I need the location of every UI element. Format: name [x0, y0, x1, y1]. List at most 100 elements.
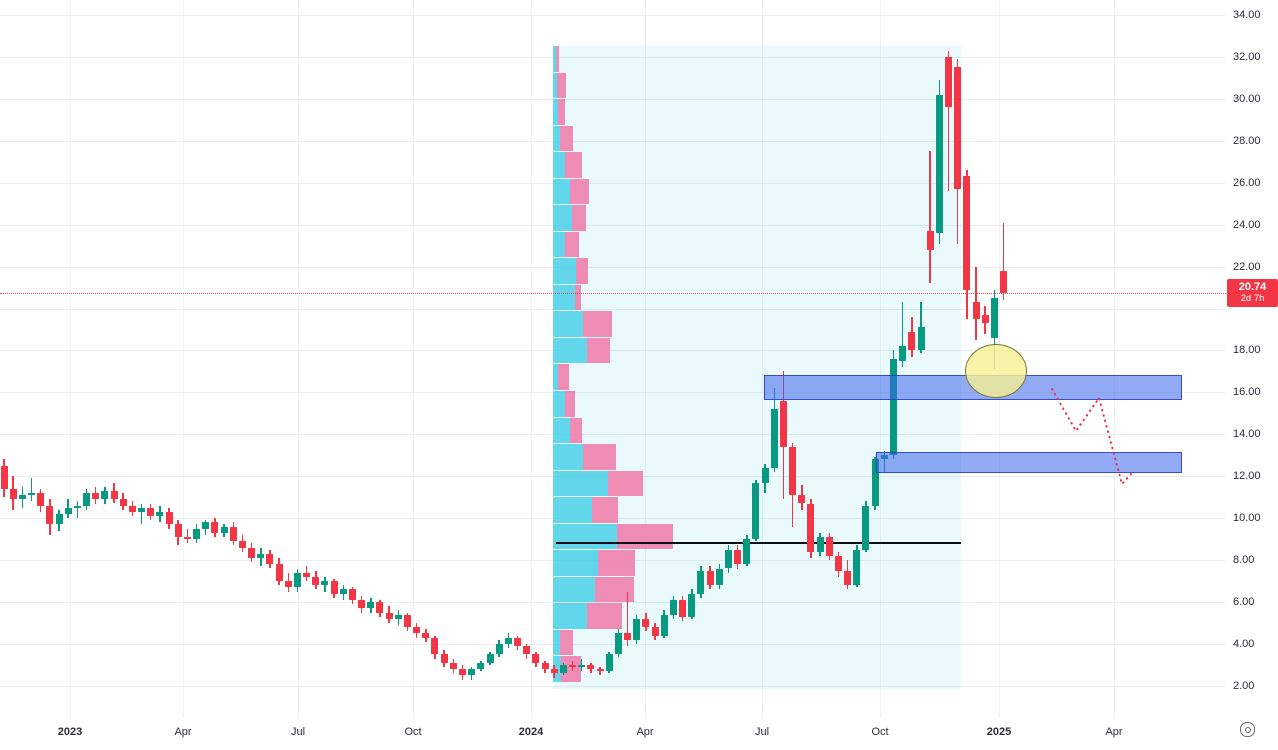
price-axis-label: 34.00 — [1233, 9, 1261, 21]
horizontal-gridline — [0, 140, 1225, 142]
highlight-circle[interactable] — [965, 344, 1027, 399]
vertical-gridline — [70, 0, 71, 718]
horizontal-gridline — [0, 392, 1225, 394]
vertical-gridline — [880, 0, 881, 718]
candle — [449, 662, 457, 670]
candle — [165, 511, 173, 525]
volume-profile-buy-bar — [553, 284, 575, 311]
candle — [348, 589, 356, 600]
candle — [724, 549, 732, 569]
candle-wick — [929, 151, 931, 284]
candle — [413, 627, 421, 634]
candle — [899, 346, 907, 361]
target-scale-icon[interactable] — [1240, 722, 1255, 737]
volume-profile-sell-bar — [565, 391, 575, 417]
candle-wick — [920, 302, 922, 353]
candle — [330, 581, 338, 594]
candle — [495, 643, 503, 655]
volume-profile-sell-bar — [587, 603, 622, 629]
volume-profile-buy-bar — [553, 470, 608, 497]
candle — [816, 537, 824, 552]
candle — [523, 646, 531, 655]
time-axis-label: 2025 — [986, 726, 1012, 738]
volume-profile-sell-bar — [570, 178, 589, 205]
candle — [477, 662, 485, 670]
candle — [633, 618, 641, 640]
candle — [862, 505, 870, 550]
candle — [211, 522, 219, 533]
candle — [229, 526, 237, 542]
candle — [972, 302, 980, 319]
candle — [935, 94, 943, 234]
candle — [174, 524, 182, 538]
price-axis-label: 8.00 — [1233, 554, 1255, 567]
candle — [541, 662, 549, 670]
volume-profile-sell-bar — [575, 284, 581, 311]
time-axis-label: Jul — [754, 726, 770, 738]
volume-profile-buy-bar — [553, 603, 587, 629]
candle — [128, 505, 136, 512]
time-axis-label: 2024 — [518, 726, 544, 738]
volume-profile-buy-bar — [553, 364, 558, 390]
candle — [55, 513, 63, 525]
candle — [688, 593, 696, 617]
price-axis-label: 18.00 — [1233, 344, 1261, 357]
horizontal-gridline — [0, 15, 1225, 16]
volume-profile-sell-bar — [572, 205, 586, 231]
candle — [275, 564, 283, 582]
time-axis-label: Oct — [404, 726, 422, 738]
candle — [28, 493, 35, 496]
supply-zone-rect[interactable] — [876, 451, 1182, 473]
price-axis-label: 6.00 — [1233, 596, 1255, 609]
candle — [871, 459, 879, 506]
candle — [339, 589, 347, 594]
candle — [706, 570, 714, 586]
candle — [440, 654, 448, 663]
candle — [954, 67, 962, 189]
candle — [532, 654, 540, 663]
candle — [844, 570, 852, 586]
poc-horizontal-line[interactable] — [556, 541, 961, 544]
candle — [110, 490, 118, 500]
price-axis-label: 26.00 — [1233, 176, 1261, 189]
candle — [697, 570, 705, 594]
candle — [119, 499, 127, 506]
candle-wick — [186, 528, 189, 544]
candle — [486, 654, 494, 663]
candle — [18, 495, 26, 500]
candle — [46, 505, 54, 525]
candle — [587, 664, 595, 670]
candle — [183, 537, 191, 540]
volume-profile-sell-bar — [598, 550, 635, 576]
candle — [963, 176, 971, 290]
volume-profile-sell-bar — [561, 656, 581, 682]
chart-plot[interactable] — [0, 0, 1228, 718]
candle — [312, 576, 320, 586]
candle — [917, 327, 925, 351]
horizontal-gridline — [0, 224, 1225, 226]
candle — [431, 637, 439, 655]
volume-profile-sell-bar — [587, 337, 610, 364]
candle-wick — [947, 50, 950, 192]
volume-profile-sell-bar — [556, 46, 559, 72]
candle — [248, 547, 256, 558]
horizontal-gridline — [0, 182, 1225, 184]
candle — [761, 467, 769, 483]
candle — [642, 618, 650, 628]
candle — [422, 633, 430, 638]
price-axis-label: 12.00 — [1233, 470, 1261, 483]
candle — [303, 572, 311, 577]
volume-profile-buy-bar — [553, 391, 565, 417]
candle — [789, 446, 797, 496]
horizontal-gridline — [0, 685, 1225, 687]
candle — [468, 669, 476, 676]
volume-profile-sell-bar — [560, 125, 573, 152]
vertical-gridline — [413, 0, 414, 718]
candle — [559, 664, 567, 674]
candle — [321, 581, 329, 586]
candle — [403, 614, 411, 628]
candle — [394, 614, 402, 619]
volume-profile-sell-bar — [583, 444, 616, 470]
candle — [660, 614, 668, 636]
price-axis-label: 28.00 — [1233, 134, 1261, 147]
